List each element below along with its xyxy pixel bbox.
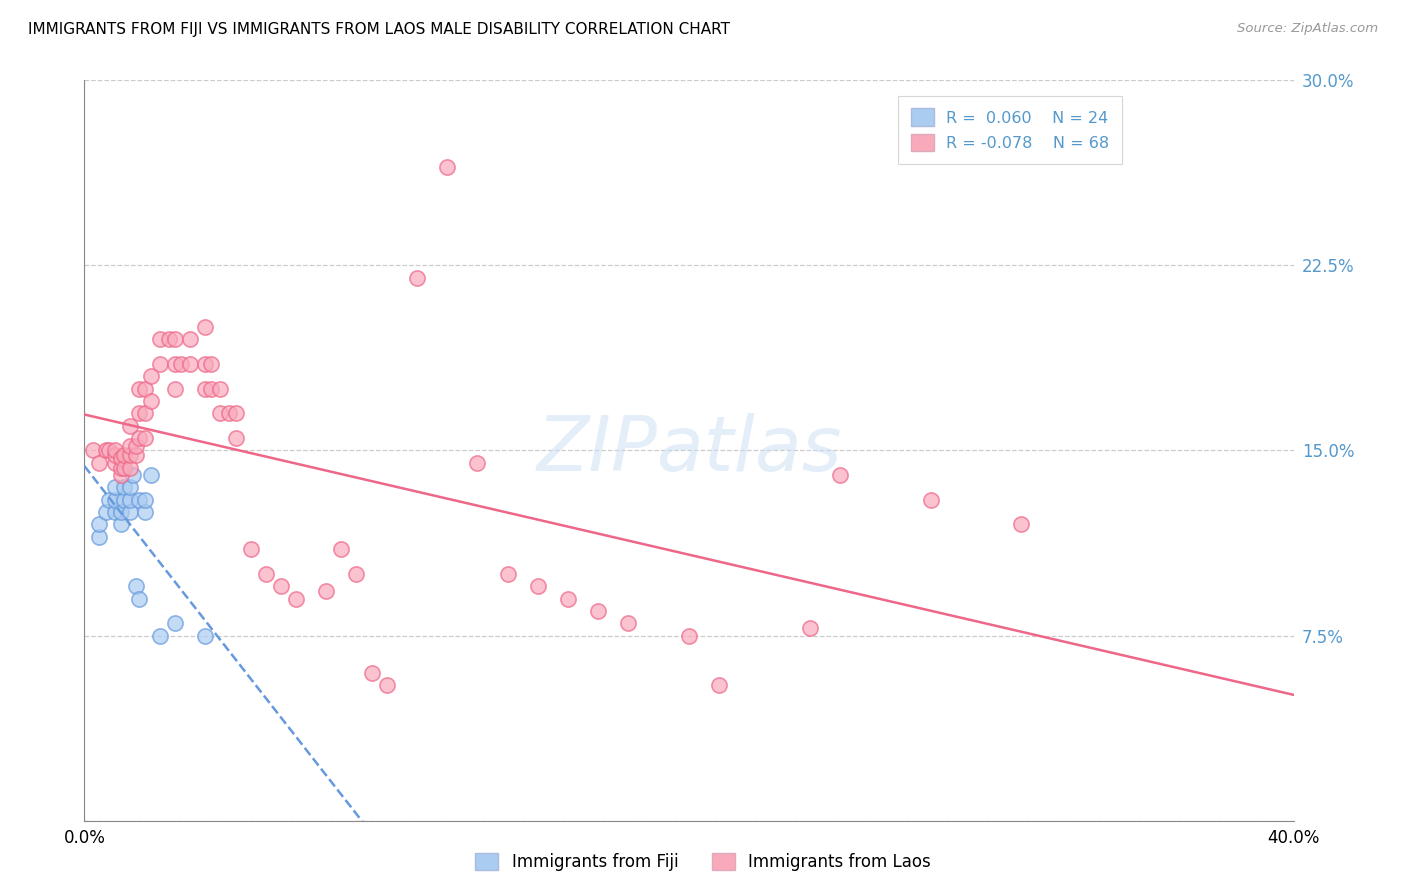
Point [118,438,141,452]
Point [165,382,187,396]
Point [678,628,700,642]
Point [94,443,117,458]
Point [165,332,187,346]
Point [200,382,222,396]
Point [104,456,127,470]
Point [128,591,150,606]
Point [149,628,172,642]
Text: IMMIGRANTS FROM FIJI VS IMMIGRANTS FROM LAOS MALE DISABILITY CORRELATION CHART: IMMIGRANTS FROM FIJI VS IMMIGRANTS FROM … [28,22,730,37]
Point [799,621,821,635]
Point [118,492,141,507]
Point [118,460,141,475]
Point [125,438,148,452]
Point [165,616,187,631]
Point [496,566,519,581]
Point [110,468,132,483]
Point [128,382,150,396]
Text: ZIPatlas: ZIPatlas [536,414,842,487]
Point [194,320,217,334]
Point [346,566,368,581]
Point [149,332,172,346]
Point [121,468,143,483]
Point [830,468,852,483]
Point [467,456,489,470]
Point [97,492,120,507]
Point [375,678,398,692]
Point [436,160,458,174]
Point [104,480,127,494]
Point [104,505,127,519]
Point [165,357,187,371]
Point [194,628,217,642]
Point [104,449,127,463]
Point [89,517,111,532]
Point [112,460,135,475]
Point [1011,517,1033,532]
Point [134,492,156,507]
Point [557,591,579,606]
Point [89,530,111,544]
Point [218,407,240,421]
Point [315,584,337,599]
Point [170,357,193,371]
Point [225,407,247,421]
Point [179,357,201,371]
Legend: R =  0.060    N = 24, R = -0.078    N = 68: R = 0.060 N = 24, R = -0.078 N = 68 [898,95,1122,164]
Point [97,443,120,458]
Point [112,449,135,463]
Point [118,480,141,494]
Point [617,616,640,631]
Point [134,505,156,519]
Point [118,449,141,463]
Point [360,665,382,680]
Point [270,579,292,593]
Point [128,431,150,445]
Point [110,517,132,532]
Point [125,579,148,593]
Point [209,407,232,421]
Point [209,382,232,396]
Point [112,492,135,507]
Point [920,492,942,507]
Point [139,468,162,483]
Point [118,505,141,519]
Point [110,460,132,475]
Point [200,357,222,371]
Point [157,332,180,346]
Point [128,492,150,507]
Point [225,431,247,445]
Point [239,542,262,557]
Point [330,542,353,557]
Point [179,332,201,346]
Point [118,418,141,433]
Point [406,270,429,285]
Point [134,407,156,421]
Point [149,357,172,371]
Point [194,357,217,371]
Point [709,678,731,692]
Point [112,480,135,494]
Point [527,579,550,593]
Point [125,449,148,463]
Point [104,443,127,458]
Point [104,492,127,507]
Text: Source: ZipAtlas.com: Source: ZipAtlas.com [1237,22,1378,36]
Point [588,604,610,618]
Point [94,505,117,519]
Point [285,591,308,606]
Point [110,505,132,519]
Point [139,369,162,384]
Point [110,450,132,465]
Point [134,431,156,445]
Point [254,566,277,581]
Legend: Immigrants from Fiji, Immigrants from Laos: Immigrants from Fiji, Immigrants from La… [467,845,939,880]
Point [139,394,162,409]
Point [134,382,156,396]
Point [82,443,104,458]
Point [89,456,111,470]
Point [194,382,217,396]
Point [128,407,150,421]
